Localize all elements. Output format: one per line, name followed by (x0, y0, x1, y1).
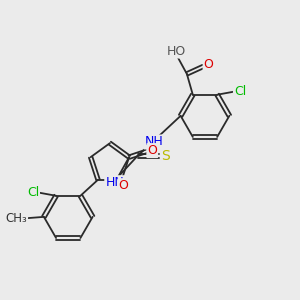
Text: CH₃: CH₃ (5, 212, 27, 225)
Text: O: O (147, 144, 157, 157)
Text: Cl: Cl (27, 186, 39, 199)
Text: O: O (118, 179, 128, 192)
Text: HO: HO (167, 44, 186, 58)
Text: HN: HN (105, 176, 124, 189)
Text: S: S (161, 149, 170, 163)
Text: Cl: Cl (234, 85, 246, 98)
Text: O: O (204, 58, 214, 71)
Text: NH: NH (145, 136, 163, 148)
